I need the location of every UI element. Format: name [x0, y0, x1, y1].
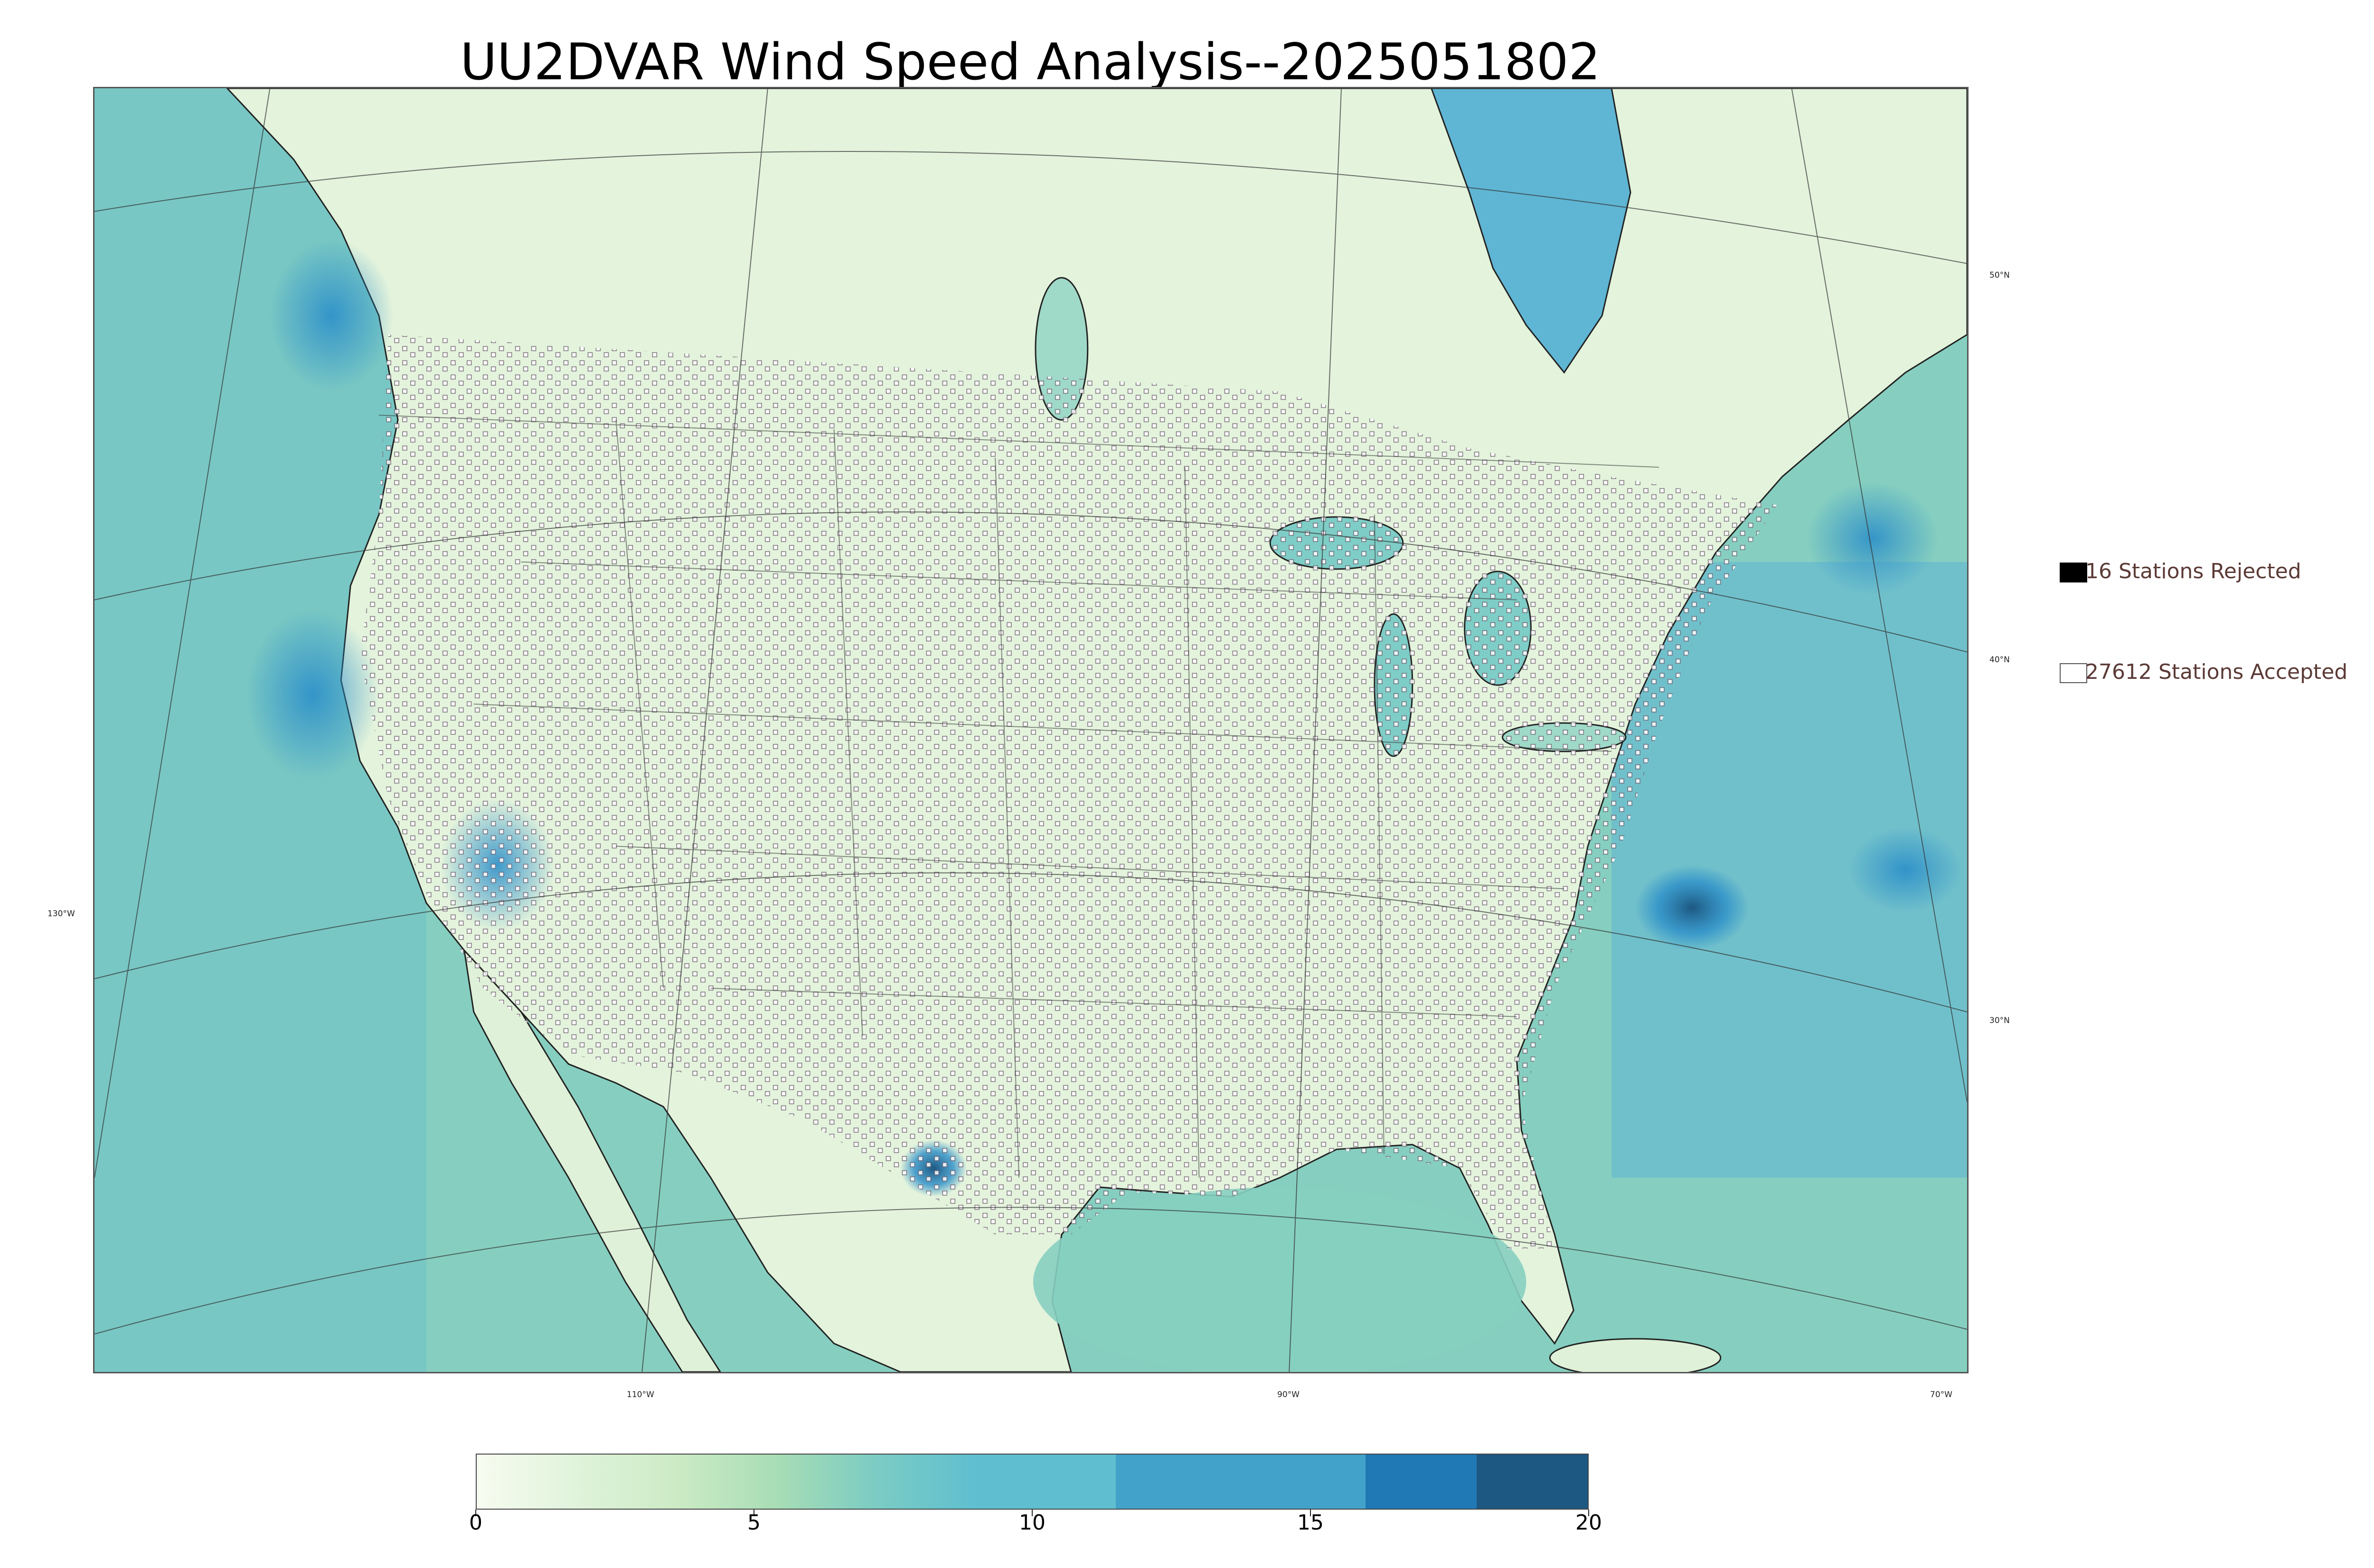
colorbar-segment — [1115, 1455, 1366, 1509]
high-wind-pacific-nw — [270, 240, 394, 392]
colorbar-segment — [1366, 1455, 1477, 1509]
legend-accepted: 27612 Stations Accepted — [2060, 660, 2347, 684]
colorbar — [476, 1454, 1589, 1510]
lat-label-50: 50°N — [1989, 271, 2010, 280]
station-markers — [360, 334, 1778, 1249]
cuba — [1549, 1338, 1722, 1372]
colorbar-tick-label: 20 — [1575, 1511, 1602, 1535]
legend-accepted-label: 27612 Stations Accepted — [2085, 660, 2348, 684]
baja-california — [463, 948, 721, 1372]
legend-rejected: 16 Stations Rejected — [2060, 559, 2301, 583]
lon-label-130: 130°W — [47, 909, 75, 919]
high-wind-atlantic-east — [1848, 827, 1963, 913]
hudson-bay — [1431, 88, 1631, 374]
colorbar-segment — [1477, 1455, 1588, 1509]
graticule — [94, 88, 1967, 1372]
high-wind-nova-scotia — [1806, 481, 1939, 595]
wind-speed-map[interactable] — [94, 88, 1967, 1372]
colorbar-tick-label: 10 — [1019, 1511, 1046, 1535]
rejected-swatch — [2060, 563, 2087, 582]
colorbar-gradient — [477, 1455, 977, 1509]
accepted-swatch — [2060, 663, 2087, 683]
lon-label-70: 70°W — [1930, 1390, 1952, 1399]
map-title: UU2DVAR Wind Speed Analysis--2025051802 — [460, 33, 1601, 91]
state-borders — [379, 414, 1659, 1178]
colorbar-tick — [1588, 1510, 1589, 1516]
map-panel[interactable] — [93, 87, 1969, 1373]
lon-label-90: 90°W — [1277, 1390, 1300, 1399]
colorbar-tick — [1310, 1510, 1311, 1516]
high-wind-california-coast — [246, 609, 379, 780]
lat-label-30: 30°N — [1989, 1016, 2010, 1025]
colorbar-segment — [977, 1455, 1116, 1509]
colorbar-tick — [1032, 1510, 1033, 1516]
colorbar-tick — [475, 1510, 476, 1516]
colorbar-tick-label: 15 — [1297, 1511, 1324, 1535]
colorbar-tick-label: 5 — [747, 1511, 761, 1535]
colorbar-tick-label: 0 — [469, 1511, 482, 1535]
lon-label-110: 110°W — [627, 1390, 654, 1399]
gulf-of-mexico-region — [1033, 1187, 1526, 1372]
lat-label-40: 40°N — [1989, 655, 2010, 665]
high-wind-atlantic-dark — [1635, 865, 1749, 950]
legend-rejected-label: 16 Stations Rejected — [2085, 559, 2301, 583]
